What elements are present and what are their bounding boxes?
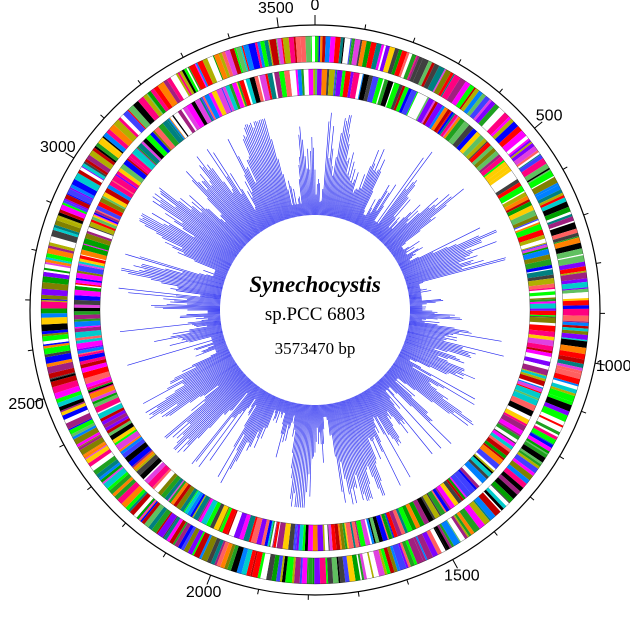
tick-label: 1000 (596, 358, 630, 375)
tick-label: 500 (536, 107, 563, 124)
tick-label: 2000 (186, 584, 222, 601)
tick-label: 3500 (258, 0, 294, 17)
tick-label: 3000 (40, 139, 76, 156)
tick-label: 0 (311, 0, 320, 14)
genome-size-label: 3573470 bp (275, 339, 356, 358)
tick-label: 1500 (444, 567, 480, 584)
tick-label: 2500 (8, 396, 44, 413)
circular-genome-map: 0 500 1000 1500 2000 2500 3000 3500 Synechocyst… (0, 0, 630, 630)
organism-name: Synechocystis (249, 272, 381, 297)
strain-label: sp.PCC 6803 (265, 304, 365, 325)
